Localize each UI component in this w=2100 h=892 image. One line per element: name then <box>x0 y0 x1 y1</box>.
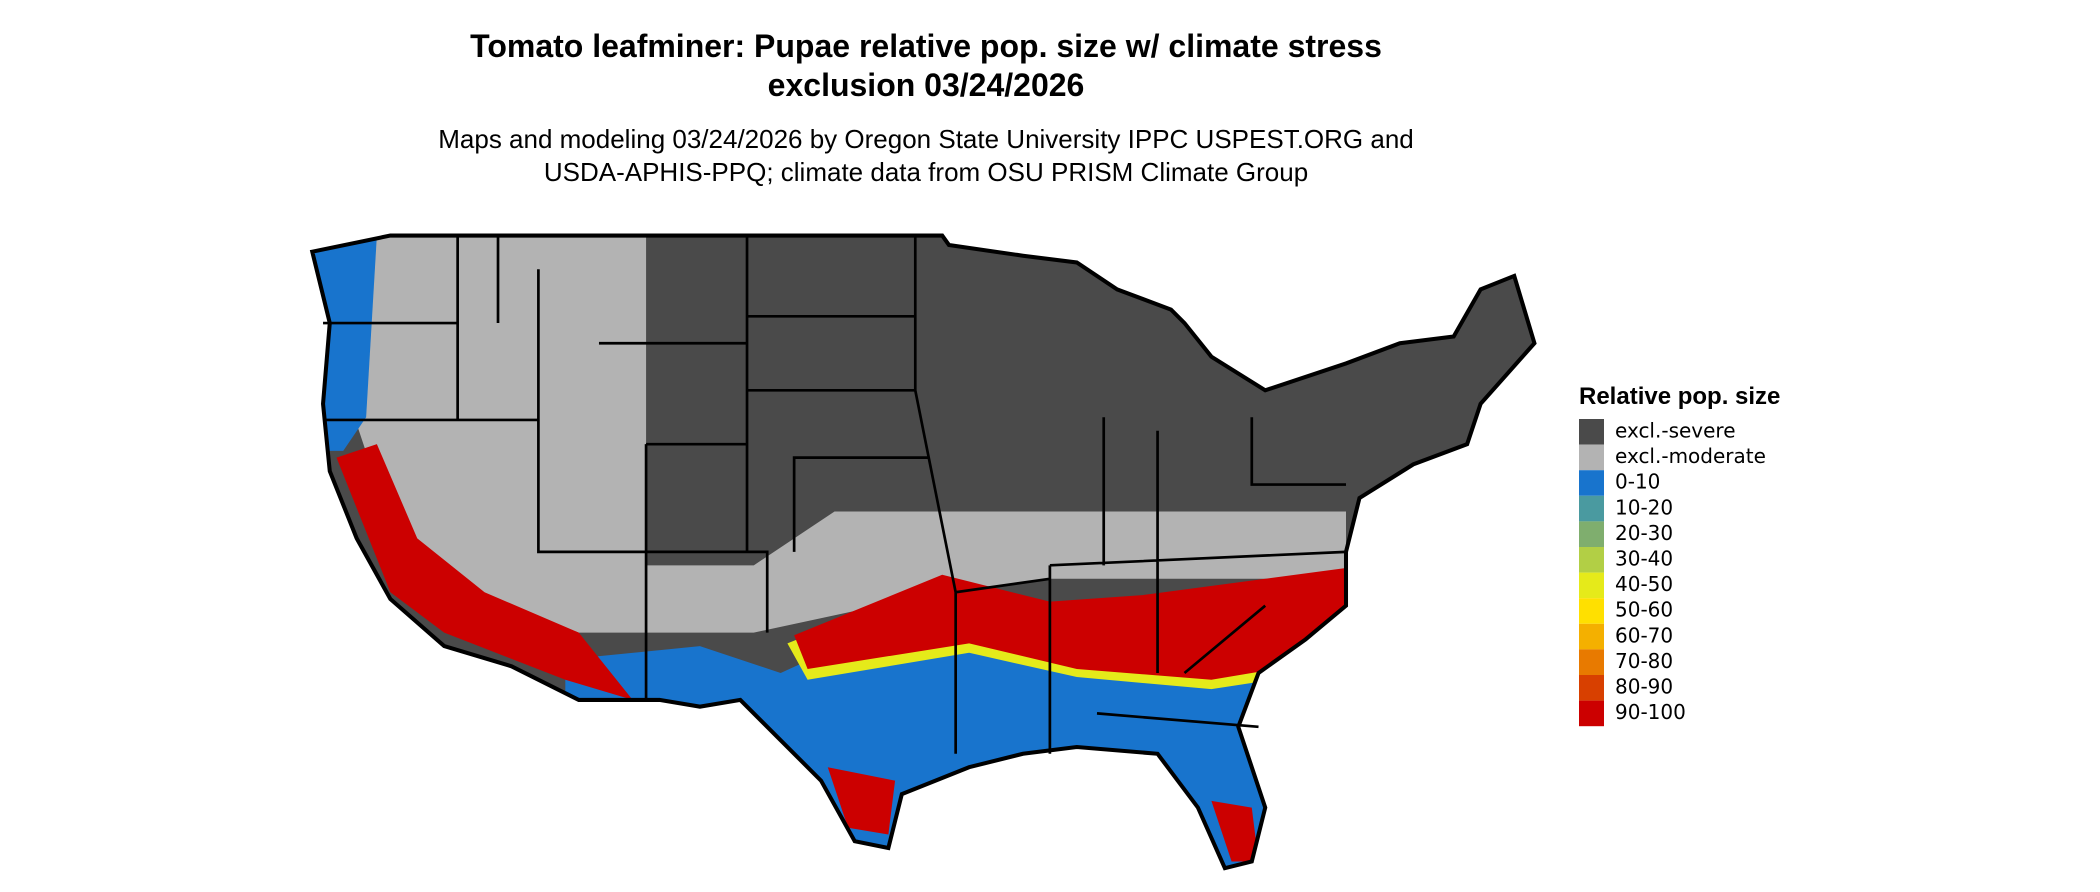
legend-swatch <box>1579 521 1604 547</box>
legend-title: Relative pop. size <box>1579 383 1780 410</box>
legend-label: 70-80 <box>1615 649 1673 673</box>
legend: excl.-severeexcl.-moderate0-1010-2020-30… <box>1579 419 1766 727</box>
legend-swatch <box>1579 444 1604 471</box>
legend-swatch <box>1579 419 1604 445</box>
legend-label: 90-100 <box>1615 700 1686 724</box>
region <box>1211 800 1259 862</box>
subtitle-line: Maps and modeling 03/24/2026 by Oregon S… <box>438 124 1414 154</box>
legend-swatch <box>1579 700 1604 727</box>
title-line: Tomato leafminer: Pupae relative pop. si… <box>470 28 1382 64</box>
legend-swatch <box>1579 623 1604 650</box>
legend-swatch <box>1579 572 1604 599</box>
legend-swatch <box>1579 495 1604 522</box>
legend-label: 0-10 <box>1615 470 1660 494</box>
region <box>349 235 1346 633</box>
region <box>336 444 633 700</box>
legend-label: 20-30 <box>1615 521 1673 545</box>
legend-swatch <box>1579 470 1604 496</box>
legend-label: 30-40 <box>1615 547 1673 571</box>
state-borders <box>323 235 1347 754</box>
legend-label: 60-70 <box>1615 623 1673 647</box>
legend-label: 50-60 <box>1615 598 1673 622</box>
legend-swatch <box>1579 547 1604 573</box>
region <box>827 767 896 835</box>
legend-label: 80-90 <box>1615 675 1673 699</box>
title-line: exclusion 03/24/2026 <box>768 67 1085 103</box>
legend-label: excl.-severe <box>1615 419 1736 443</box>
legend-label: 10-20 <box>1615 495 1673 519</box>
legend-label: excl.-moderate <box>1615 444 1766 468</box>
legend-label: 40-50 <box>1615 572 1673 596</box>
legend-swatch <box>1579 649 1604 675</box>
subtitle-line: USDA-APHIS-PPQ; climate data from OSU PR… <box>544 157 1308 187</box>
legend-swatch <box>1579 675 1604 701</box>
map <box>296 215 1561 892</box>
legend-swatch <box>1579 598 1604 624</box>
